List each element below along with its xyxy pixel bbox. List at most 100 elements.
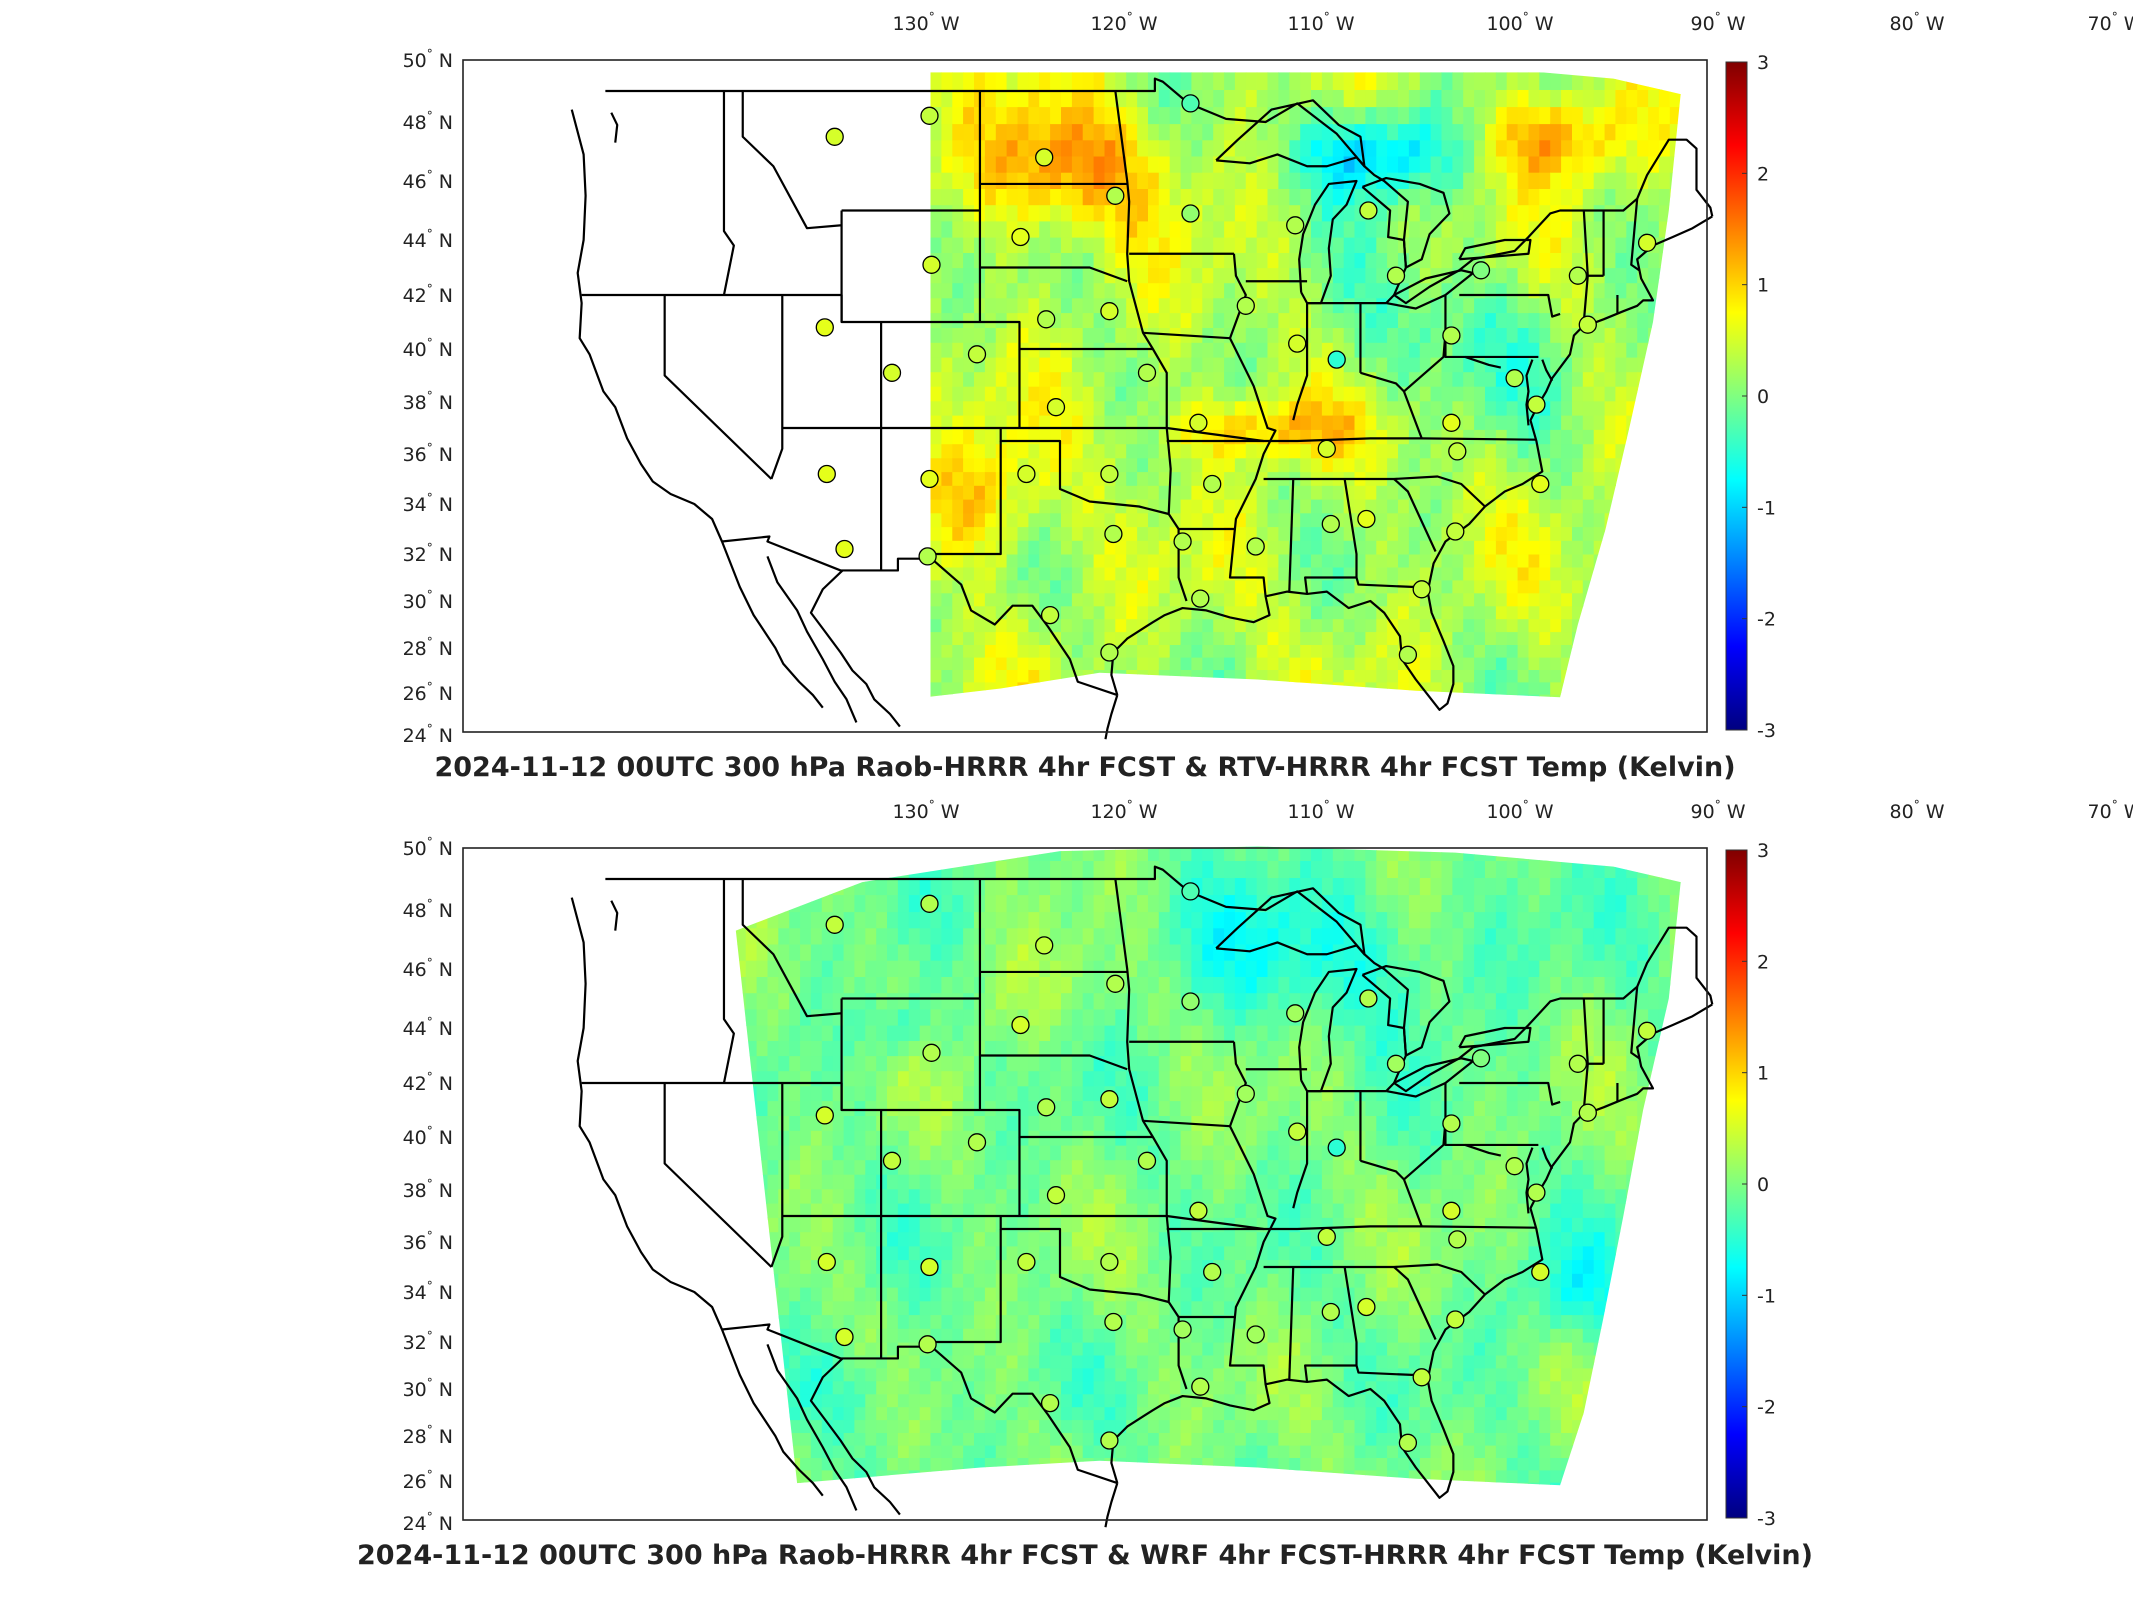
field-cell xyxy=(1028,1174,1040,1190)
field-cell xyxy=(974,826,986,844)
field-cell xyxy=(876,894,888,913)
field-cell xyxy=(1115,312,1127,328)
field-cell xyxy=(887,1273,899,1288)
state-border xyxy=(1393,478,1437,552)
field-cell xyxy=(1061,1367,1073,1382)
field-cell xyxy=(908,1300,921,1316)
field-cell xyxy=(1452,72,1464,90)
field-cell xyxy=(789,1259,801,1274)
field-cell xyxy=(1408,618,1421,633)
field-cell xyxy=(1604,386,1617,402)
field-cell xyxy=(800,1231,812,1247)
field-cell xyxy=(1017,357,1029,373)
field-cell xyxy=(1148,282,1160,299)
field-cell xyxy=(1452,139,1464,157)
field-cell xyxy=(1104,1328,1116,1343)
field-cell xyxy=(1332,282,1345,299)
field-cell xyxy=(963,860,975,878)
field-cell xyxy=(930,312,942,328)
field-cell xyxy=(897,1025,910,1041)
field-cell xyxy=(1289,485,1301,500)
field-cell xyxy=(821,1300,834,1316)
station-marker xyxy=(1531,474,1550,494)
field-cell xyxy=(1126,471,1138,486)
field-cell xyxy=(1572,540,1584,555)
field-cell xyxy=(1180,237,1193,253)
field-cell xyxy=(887,1259,899,1274)
field-cell xyxy=(1028,282,1040,299)
field-cell xyxy=(1006,297,1019,314)
field-cell xyxy=(941,1231,953,1247)
field-cell xyxy=(952,669,964,683)
field-cell xyxy=(756,1100,769,1116)
field-cell xyxy=(1061,386,1073,402)
field-cell xyxy=(1039,1354,1051,1369)
field-cell xyxy=(1267,220,1279,238)
field-cell xyxy=(1452,540,1464,555)
field-cell xyxy=(898,826,910,844)
field-cell xyxy=(1006,960,1019,977)
field-cell xyxy=(1202,554,1214,568)
field-cell xyxy=(1419,471,1432,486)
field-cell xyxy=(1050,106,1062,125)
field-cell xyxy=(1148,267,1160,284)
field-cell xyxy=(1495,540,1508,555)
field-cell xyxy=(1082,1008,1095,1026)
field-cell xyxy=(1082,1159,1095,1175)
field-cell xyxy=(1321,155,1334,173)
field-cell xyxy=(1006,400,1019,416)
field-cell xyxy=(974,1174,986,1190)
field-cell xyxy=(1028,1070,1040,1087)
field-cell xyxy=(930,1070,942,1087)
field-cell xyxy=(941,826,953,844)
field-cell xyxy=(1006,220,1019,238)
field-cell xyxy=(1234,579,1247,594)
field-cell xyxy=(865,1130,877,1146)
field-cell xyxy=(778,1115,790,1131)
field-cell xyxy=(1017,1203,1029,1218)
field-cell xyxy=(1148,579,1160,594)
field-cell xyxy=(1354,631,1366,645)
field-cell xyxy=(952,631,964,645)
field-cell xyxy=(1528,237,1540,253)
field-cell xyxy=(1256,297,1269,314)
field-cell xyxy=(1539,72,1551,90)
field-cell xyxy=(1550,605,1562,620)
field-cell xyxy=(952,592,964,607)
field-cell xyxy=(1495,579,1508,594)
field-cell xyxy=(1224,282,1236,299)
field-cell xyxy=(930,1314,942,1329)
field-cell xyxy=(963,1145,975,1161)
field-cell xyxy=(843,1273,856,1288)
field-cell xyxy=(1093,992,1106,1010)
field-cell xyxy=(1343,89,1356,108)
field-cell xyxy=(1039,1314,1051,1329)
field-cell xyxy=(1093,252,1106,269)
field-cell xyxy=(1104,960,1116,977)
field-cell xyxy=(1256,267,1269,284)
field-cell xyxy=(1093,457,1106,473)
field-cell xyxy=(974,1445,986,1458)
field-cell xyxy=(963,429,975,445)
field-cell xyxy=(1593,457,1606,473)
field-cell xyxy=(1278,631,1290,645)
station-marker xyxy=(1321,514,1340,534)
field-cell xyxy=(865,1115,877,1131)
field-cell xyxy=(1245,512,1258,528)
field-cell xyxy=(1376,220,1388,238)
field-cell xyxy=(1039,927,1051,945)
field-cell xyxy=(963,499,975,514)
field-cell xyxy=(1202,139,1214,157)
field-cell xyxy=(1234,485,1247,500)
field-cell xyxy=(1050,618,1062,633)
field-cell xyxy=(800,976,812,994)
field-cell xyxy=(1593,386,1606,402)
field-cell xyxy=(1648,282,1660,299)
field-cell xyxy=(1441,579,1453,594)
field-cell xyxy=(1071,1287,1084,1302)
field-cell xyxy=(1278,579,1290,594)
field-cell xyxy=(1387,657,1399,670)
field-cell xyxy=(1202,644,1214,658)
field-cell xyxy=(1028,1273,1040,1288)
field-cell xyxy=(984,631,997,645)
